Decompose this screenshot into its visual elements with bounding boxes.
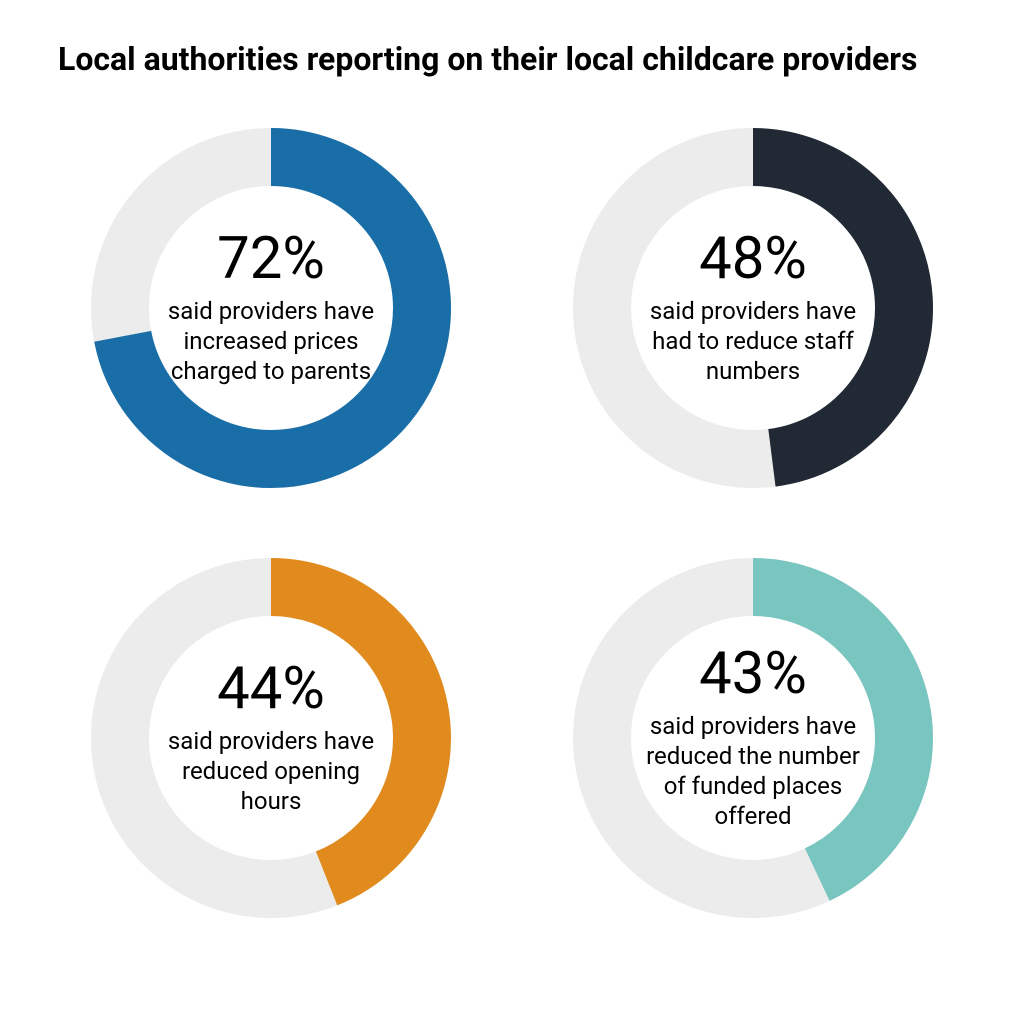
donut-chart-1: 48% said providers have had to reduce st… <box>563 118 943 498</box>
donut-caption: said providers have reduced the number o… <box>638 711 868 831</box>
donut-grid: 72% said providers have increased prices… <box>50 118 974 928</box>
donut-chart-3: 43% said providers have reduced the numb… <box>563 548 943 928</box>
donut-chart-2: 44% said providers have reduced opening … <box>81 548 461 928</box>
donut-pct-label: 72% <box>217 230 325 288</box>
donut-center-3: 43% said providers have reduced the numb… <box>638 645 868 831</box>
donut-center-2: 44% said providers have reduced opening … <box>156 660 386 816</box>
donut-center-0: 72% said providers have increased prices… <box>156 230 386 386</box>
donut-pct-label: 48% <box>699 230 807 288</box>
donut-pct-label: 43% <box>699 645 807 703</box>
donut-caption: said providers have reduced opening hour… <box>156 726 386 816</box>
donut-pct-label: 44% <box>217 660 325 718</box>
donut-caption: said providers have had to reduce staff … <box>638 296 868 386</box>
donut-center-1: 48% said providers have had to reduce st… <box>638 230 868 386</box>
page-title: Local authorities reporting on their loc… <box>58 40 974 78</box>
donut-caption: said providers have increased prices cha… <box>156 296 386 386</box>
donut-chart-0: 72% said providers have increased prices… <box>81 118 461 498</box>
